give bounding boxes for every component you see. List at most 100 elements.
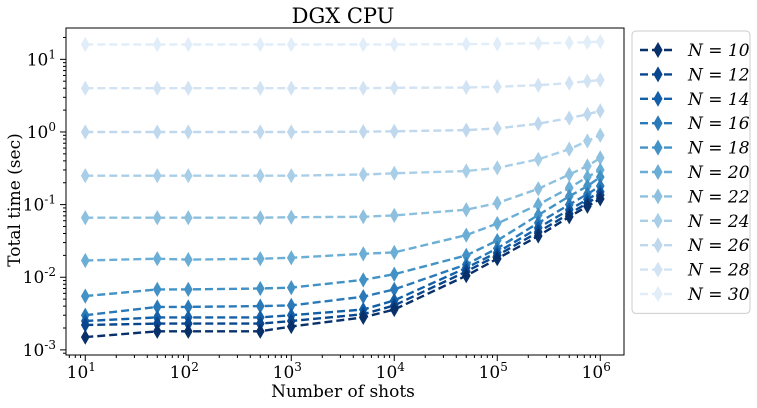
data-point xyxy=(564,166,574,183)
data-point xyxy=(389,80,399,96)
data-point xyxy=(595,127,605,143)
data-point xyxy=(492,36,502,52)
legend-swatch-marker xyxy=(653,41,663,59)
data-point xyxy=(533,77,543,93)
legend-swatch-marker xyxy=(653,237,663,254)
legend-label: N = 22 xyxy=(687,187,750,207)
legend-swatch-marker xyxy=(653,90,663,107)
data-point xyxy=(255,210,265,226)
data-point xyxy=(152,210,162,226)
series-line xyxy=(85,185,601,317)
series-n=24 xyxy=(80,127,605,184)
data-point xyxy=(533,116,543,132)
x-axis-label: Number of shots xyxy=(271,382,415,402)
data-point xyxy=(286,36,296,53)
data-point xyxy=(461,122,471,138)
legend-item: N = 30 xyxy=(640,285,750,305)
legend-item: N = 24 xyxy=(640,212,750,232)
chart-title: DGX CPU xyxy=(292,4,395,28)
data-point xyxy=(80,80,90,96)
legend-item: N = 26 xyxy=(640,236,750,256)
data-point xyxy=(389,301,399,318)
data-point xyxy=(255,124,265,140)
data-point xyxy=(358,80,368,96)
legend-item: N = 14 xyxy=(640,90,750,110)
data-point xyxy=(286,124,296,140)
data-point xyxy=(152,124,162,140)
data-point xyxy=(461,36,471,52)
legend-item: N = 18 xyxy=(640,139,750,159)
data-point xyxy=(389,165,399,181)
data-point xyxy=(461,268,471,284)
legend-item: N = 16 xyxy=(640,114,750,134)
data-point xyxy=(152,323,162,339)
data-point xyxy=(583,198,592,214)
x-tick-label: 102 xyxy=(170,360,199,383)
data-point xyxy=(461,163,471,179)
legend-swatch-marker xyxy=(653,261,663,278)
data-point xyxy=(358,36,368,53)
data-point xyxy=(152,168,162,184)
data-point xyxy=(358,209,368,225)
x-tick-label: 104 xyxy=(376,360,406,383)
data-point xyxy=(183,80,193,96)
x-tick-label: 101 xyxy=(67,360,96,383)
y-tick-label: 100 xyxy=(27,120,56,143)
data-point xyxy=(358,289,368,305)
data-point xyxy=(80,288,90,304)
data-point xyxy=(286,209,296,225)
data-point xyxy=(358,124,368,140)
series-n=10 xyxy=(80,191,605,345)
data-point xyxy=(358,272,368,288)
legend-label: N = 10 xyxy=(687,41,750,61)
data-point xyxy=(564,110,574,126)
data-point xyxy=(564,75,574,91)
series-line xyxy=(85,40,601,46)
series-line xyxy=(85,109,601,134)
data-point xyxy=(492,120,502,136)
legend: N = 10 N = 12 N = 14 N = 16 N = 18 N = 20 N = … xyxy=(631,30,751,314)
legend-item: N = 10 xyxy=(640,41,750,61)
y-tick-label: 10-1 xyxy=(23,193,56,216)
series-n=28 xyxy=(80,72,605,96)
data-point xyxy=(461,79,471,96)
data-point xyxy=(564,35,574,51)
data-point xyxy=(595,191,605,207)
data-point xyxy=(358,246,368,262)
legend-item: N = 20 xyxy=(640,163,750,183)
legend-label: N = 18 xyxy=(687,139,750,159)
data-point xyxy=(492,195,502,211)
data-point xyxy=(80,36,90,53)
legend-label: N = 16 xyxy=(687,114,750,134)
data-point xyxy=(461,202,471,218)
data-point xyxy=(183,251,193,268)
series-n=16 xyxy=(80,178,605,323)
data-point xyxy=(492,251,502,267)
series-n=30 xyxy=(80,34,605,53)
data-point xyxy=(389,36,399,53)
axis-ticks: 101 102 103 104 105 106 10-3 10-2 10-1 100 101 xyxy=(23,36,611,383)
legend-label: N = 28 xyxy=(687,261,750,281)
data-point xyxy=(358,166,368,183)
data-point xyxy=(358,309,368,325)
data-point xyxy=(533,181,543,197)
data-point xyxy=(286,279,296,296)
data-point xyxy=(533,228,543,244)
data-point xyxy=(80,210,90,226)
y-axis-label: Total time (sec) xyxy=(5,133,25,267)
data-point xyxy=(255,251,265,267)
data-point xyxy=(564,209,574,225)
legend-item: N = 28 xyxy=(640,261,750,281)
legend-swatch-marker xyxy=(653,115,663,132)
data-point xyxy=(183,281,193,298)
data-point xyxy=(286,80,296,96)
series-n=22 xyxy=(80,150,605,226)
data-point xyxy=(152,80,162,96)
data-point xyxy=(286,168,296,184)
legend-label: N = 24 xyxy=(687,212,750,232)
data-point xyxy=(595,103,605,119)
y-tick-label: 101 xyxy=(27,47,56,70)
data-point xyxy=(80,124,90,140)
data-point xyxy=(492,160,502,176)
legend-item: N = 22 xyxy=(640,187,750,207)
